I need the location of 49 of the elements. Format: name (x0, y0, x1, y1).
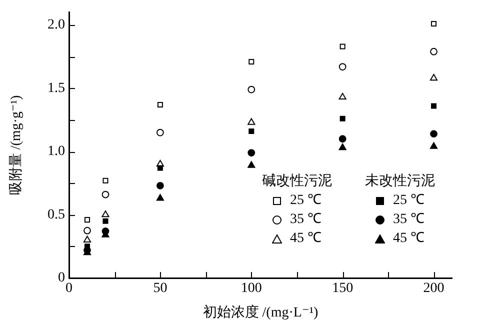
point (248, 86, 256, 94)
legend-label: 25 ℃ (393, 192, 424, 210)
point (430, 130, 438, 138)
point (84, 217, 90, 223)
point (83, 236, 92, 242)
legend-label: 45 ℃ (393, 230, 424, 248)
point (102, 190, 110, 198)
y-tick-label: 1.5 (48, 80, 65, 96)
point (338, 63, 346, 70)
y-tick-label: 0.5 (48, 207, 65, 222)
x-tick-label: 100 (240, 281, 262, 296)
y-axis-title: 吸附量 /(mg·g⁻¹) (8, 94, 24, 196)
annotation: 碱改性污泥 (262, 172, 332, 191)
point (156, 182, 164, 190)
point (156, 194, 164, 201)
point (340, 116, 346, 122)
point (102, 178, 108, 184)
point (157, 165, 163, 171)
point (248, 58, 254, 64)
x-tick-label: 200 (423, 281, 444, 296)
legend-label: 25 ℃ (290, 192, 322, 210)
point (156, 128, 164, 136)
point (338, 92, 346, 100)
point (431, 103, 437, 109)
y-tick-label: 1.0 (48, 144, 65, 160)
point (157, 102, 163, 108)
point (430, 48, 438, 56)
legend-label: 45 ℃ (290, 230, 322, 248)
point (248, 118, 256, 125)
legend-label: 35 ℃ (290, 211, 322, 229)
y-tick-label: 0 (58, 270, 65, 286)
annotation: 未改性污泥 (365, 172, 435, 191)
point (430, 74, 438, 81)
x-tick-label: 50 (153, 281, 168, 296)
y-tick-label: 2.0 (48, 18, 65, 33)
point (84, 226, 91, 234)
point (102, 218, 108, 224)
point (248, 161, 256, 168)
x-axis-title: 初始浓度 /(mg·L⁻¹) (202, 304, 319, 320)
point (102, 210, 110, 218)
point (338, 135, 346, 143)
point (340, 44, 346, 50)
x-tick-label: 150 (332, 281, 354, 296)
point (430, 142, 438, 149)
legend-label: 35 ℃ (393, 211, 424, 229)
point (338, 143, 346, 150)
point (248, 128, 254, 134)
point (431, 21, 437, 27)
point (248, 149, 256, 156)
